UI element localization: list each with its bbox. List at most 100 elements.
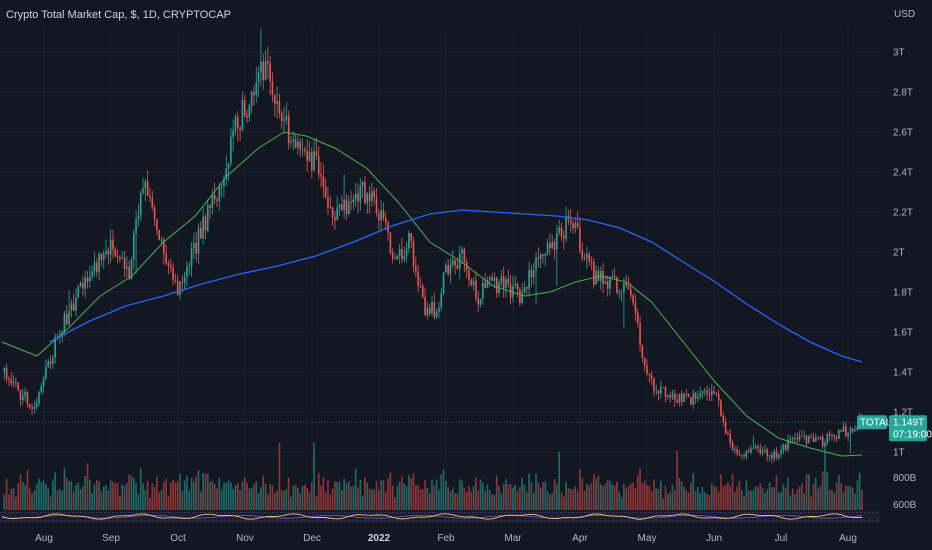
volume-bar xyxy=(516,491,519,510)
candle-body xyxy=(757,446,759,449)
candle-body xyxy=(334,217,336,221)
candle-body xyxy=(611,276,614,277)
volume-bar xyxy=(368,488,371,510)
candle-body xyxy=(112,239,114,250)
volume-bar xyxy=(817,488,819,510)
candle-body xyxy=(579,227,581,251)
price-tick-label: 3T xyxy=(893,48,905,59)
candle-body xyxy=(324,186,327,198)
volume-bar xyxy=(89,479,91,510)
candle-body xyxy=(364,182,366,203)
volume-bar xyxy=(475,477,477,510)
candle-body xyxy=(845,426,847,436)
candle-body xyxy=(220,186,223,188)
candle-body xyxy=(174,280,177,281)
last-price-badge: TOTAL 1.149T 07:19:00 xyxy=(857,415,932,442)
volume-bar xyxy=(206,473,209,510)
volume-bar xyxy=(519,486,521,510)
volume-bar xyxy=(338,481,341,510)
volume-bar xyxy=(419,489,422,510)
volume-bar xyxy=(301,485,304,510)
volume-bar xyxy=(449,491,452,510)
volume-bar xyxy=(56,490,59,510)
candle-body xyxy=(824,442,826,447)
volume-bar xyxy=(86,463,89,510)
volume-bar xyxy=(634,487,637,510)
volume-bar xyxy=(79,489,82,510)
volume-bar xyxy=(722,486,725,510)
candle-body xyxy=(660,386,662,394)
volume-bar xyxy=(384,491,387,510)
volume-bar xyxy=(417,484,419,510)
candle-body xyxy=(193,242,195,249)
candle-body xyxy=(803,435,806,437)
volume-bar xyxy=(3,494,6,510)
chart-title: Crypto Total Market Cap, $, 1D, CRYPTOCA… xyxy=(6,9,231,21)
volume-bar xyxy=(153,487,156,510)
candle-body xyxy=(105,250,107,254)
candle-body xyxy=(558,227,560,233)
candle-body xyxy=(232,130,234,137)
volume-bar xyxy=(710,483,713,510)
volume-bar xyxy=(401,476,403,510)
volume-bar xyxy=(738,480,741,510)
volume-bar xyxy=(186,475,188,510)
candle-body xyxy=(322,176,325,187)
volume-bar xyxy=(218,477,221,510)
candle-body xyxy=(331,207,334,218)
volume-tick-label: 600B xyxy=(893,500,917,511)
volume-bar xyxy=(558,451,560,510)
volume-bar xyxy=(856,480,859,510)
volume-bar xyxy=(507,484,510,510)
volume-bar xyxy=(324,491,327,510)
volume-bar xyxy=(243,477,246,510)
candle-body xyxy=(784,444,787,450)
candle-body xyxy=(341,204,343,211)
candle-body xyxy=(28,403,31,408)
candle-body xyxy=(315,151,318,156)
volume-bar xyxy=(246,483,248,510)
candle-body xyxy=(766,449,769,457)
candle-body xyxy=(336,207,339,221)
volume-bar xyxy=(8,494,10,510)
volume-bar xyxy=(142,483,144,510)
candle-body xyxy=(135,219,137,234)
candle-body xyxy=(666,395,669,397)
candle-body xyxy=(209,205,211,208)
candle-body xyxy=(267,61,269,64)
volume-bar xyxy=(380,480,382,510)
candle-body xyxy=(24,391,26,396)
moving-average-short-line xyxy=(1,131,863,457)
volume-bar xyxy=(669,492,671,510)
candle-body xyxy=(828,434,831,436)
candle-body xyxy=(139,193,142,216)
volume-bar xyxy=(31,493,33,510)
candle-body xyxy=(361,182,364,187)
candle-body xyxy=(183,276,186,283)
volume-bar xyxy=(190,477,193,510)
volume-bar xyxy=(387,478,389,510)
volume-bar xyxy=(849,486,852,510)
candle-body xyxy=(243,100,246,116)
volume-bar xyxy=(791,488,794,510)
candle-body xyxy=(292,139,295,142)
volume-bar xyxy=(183,480,186,510)
volume-bar xyxy=(761,487,764,510)
candle-body xyxy=(86,277,89,282)
volume-bar xyxy=(616,481,618,510)
volume-bar xyxy=(586,484,588,510)
candle-body xyxy=(301,149,304,151)
candle-body xyxy=(747,451,750,453)
candle-body xyxy=(246,115,248,118)
price-tick-label: 2.8T xyxy=(893,88,913,99)
volume-bar xyxy=(662,498,664,510)
candle-body xyxy=(690,396,692,405)
volume-bar xyxy=(757,487,759,510)
volume-bar xyxy=(488,490,491,510)
volume-bar xyxy=(625,488,628,510)
candle-body xyxy=(40,386,43,392)
volume-bar xyxy=(646,484,648,510)
oscillator-layer xyxy=(0,511,880,523)
volume-bar xyxy=(509,484,512,510)
